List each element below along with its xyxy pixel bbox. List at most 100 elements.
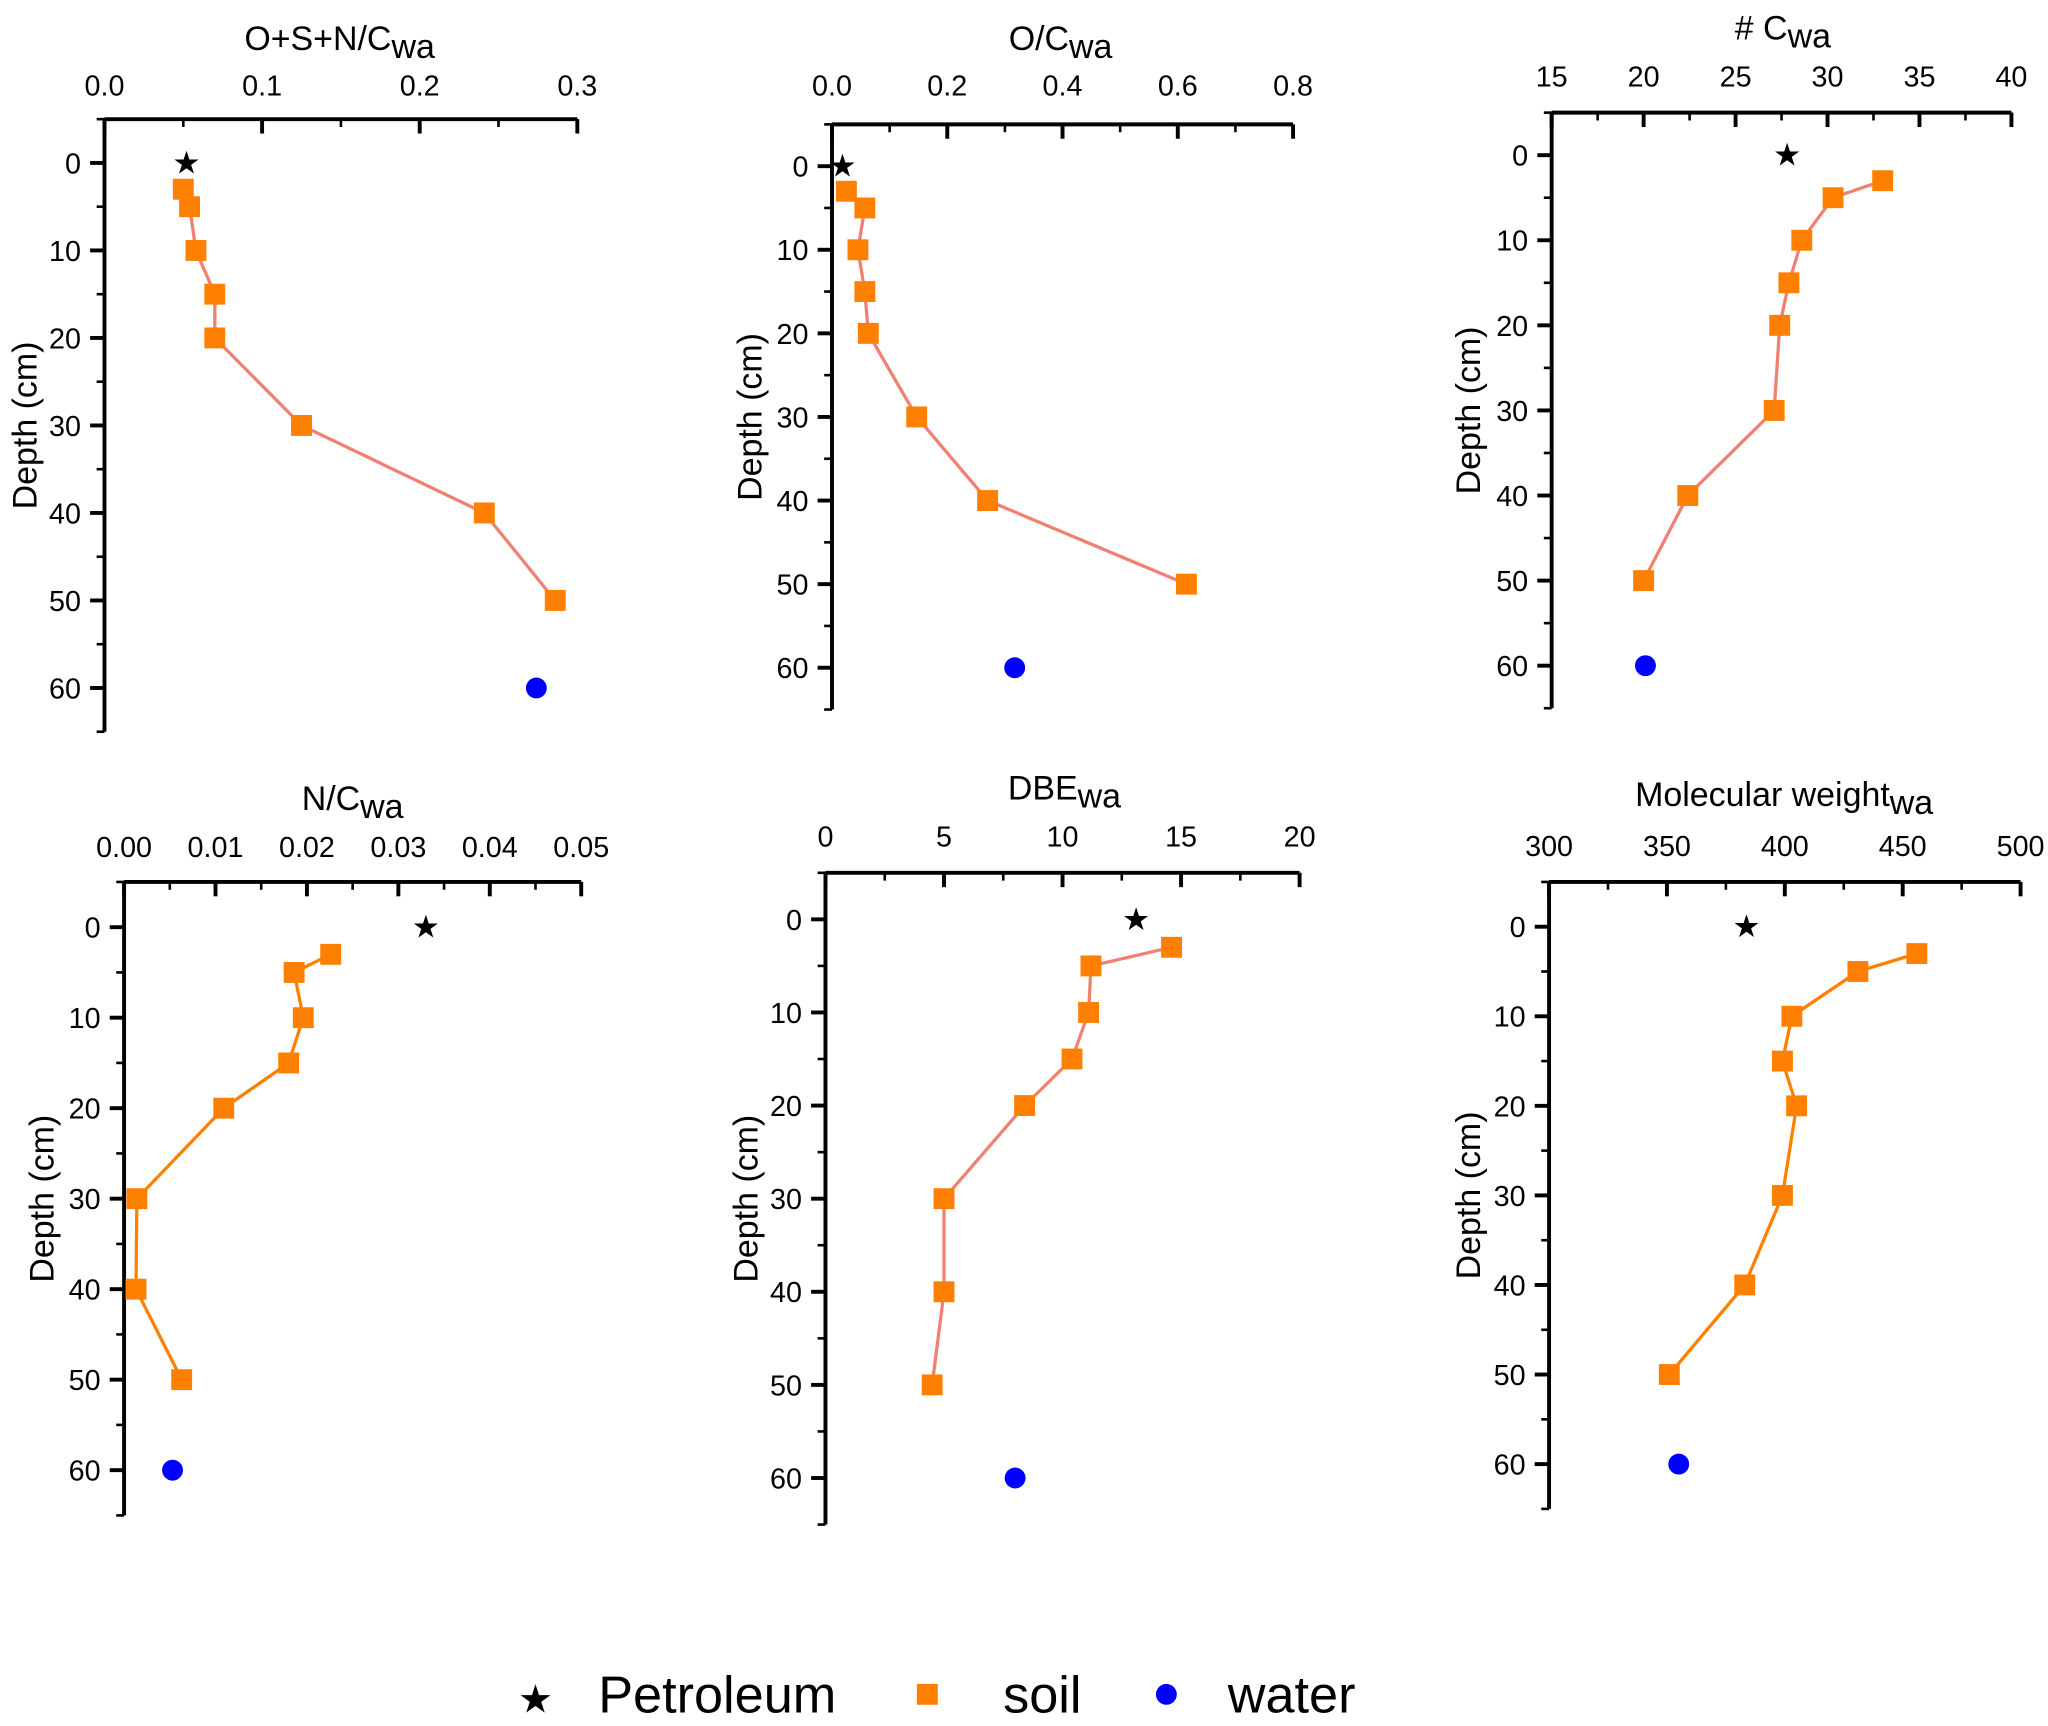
y-tick-label: 40 (69, 1275, 101, 1307)
legend: ★ Petroleum soil water (518, 1667, 1356, 1725)
x-tick-label: 400 (1761, 831, 1809, 863)
legend-label-soil: soil (1003, 1667, 1081, 1725)
petroleum-point: ★ (828, 149, 856, 184)
x-tick-label: 25 (1720, 62, 1752, 94)
soil-series-line (845, 190, 1188, 586)
x-tick-label: 35 (1904, 62, 1936, 94)
soil-point (1847, 961, 1869, 982)
soil-point (1781, 1005, 1803, 1027)
x-tick-label: 15 (1536, 62, 1568, 94)
soil-point (125, 1278, 147, 1300)
y-tick-label: 50 (49, 586, 81, 618)
petroleum-point: ★ (412, 910, 440, 945)
soil-point (1161, 936, 1183, 958)
y-tick-label: 30 (49, 411, 81, 443)
y-tick-label: 40 (1496, 481, 1528, 513)
x-tick-label: 0.2 (400, 71, 440, 103)
soil-point (283, 961, 305, 983)
soil-point (1791, 229, 1813, 251)
soil-point (171, 1369, 193, 1391)
y-tick-label: 30 (1494, 1181, 1526, 1213)
soil-point (1772, 1050, 1793, 1072)
panel-title: DBEwa (1008, 770, 1121, 816)
x-tick-label: 350 (1643, 831, 1691, 863)
x-tick-label: 0.4 (1043, 71, 1083, 103)
y-tick-label: 60 (69, 1456, 101, 1488)
soil-point (544, 590, 566, 611)
soil-point (1658, 1364, 1680, 1385)
y-tick-label: 50 (777, 570, 809, 602)
x-tick-label: 0.03 (370, 832, 426, 864)
x-tick-label: 500 (1997, 831, 2045, 863)
x-tick-label: 0.05 (553, 832, 609, 864)
y-tick-label: 10 (69, 1003, 101, 1035)
y-tick-label: 0 (793, 152, 809, 184)
panel-title: N/Cwa (302, 780, 404, 826)
x-tick-label: 20 (1284, 822, 1316, 854)
y-tick-label: 20 (69, 1094, 101, 1126)
water-point (1004, 1467, 1026, 1489)
x-tick-label: 0.0 (85, 71, 125, 103)
panel-4: N/Cwa 0.00 0.01 0.02 0.03 0.04 0.05 0 10 20 30 40 50… (24, 780, 609, 1517)
y-tick-label: 0 (786, 905, 802, 937)
x-tick-label: 0.0 (812, 71, 852, 103)
panel-title: O/Cwa (1009, 20, 1113, 66)
soil-series-line (1642, 179, 1884, 582)
soil-series-line (181, 188, 557, 602)
y-tick-label: 10 (1496, 226, 1528, 258)
soil-point (320, 943, 342, 965)
panel-5: DBEwa 0 5 10 15 20 0 10 20 30 40 50 60 Depth (cm) ★ (728, 770, 1316, 1526)
y-tick-label: 50 (770, 1370, 802, 1402)
soil-point (1061, 1048, 1083, 1070)
legend-square-icon (916, 1683, 938, 1705)
soil-point (854, 281, 876, 303)
x-tick-label: 300 (1525, 831, 1573, 863)
y-axis-label: Depth (cm) (7, 342, 45, 510)
water-point (162, 1459, 183, 1481)
soil-point (1872, 170, 1894, 192)
y-tick-label: 60 (49, 673, 81, 705)
x-tick-label: 450 (1879, 831, 1927, 863)
x-tick-label: 20 (1628, 62, 1660, 94)
soil-point (1822, 187, 1844, 209)
y-tick-label: 50 (1496, 566, 1528, 598)
x-tick-label: 0.00 (96, 832, 152, 864)
soil-point (179, 196, 201, 218)
petroleum-point: ★ (1122, 902, 1150, 937)
x-tick-label: 0.8 (1273, 71, 1313, 103)
panel-3: # Cwa 15 20 25 30 35 40 0 10 20 30 40 50 60 Depth (cm)… (1450, 9, 2027, 710)
y-tick-label: 30 (770, 1184, 802, 1216)
y-tick-label: 0 (65, 148, 81, 180)
y-tick-label: 10 (1494, 1002, 1526, 1034)
soil-point (854, 197, 876, 219)
soil-point (278, 1052, 300, 1074)
y-axis-label: Depth (cm) (728, 1115, 766, 1283)
soil-point (1014, 1095, 1036, 1117)
y-tick-label: 10 (777, 235, 809, 267)
y-tick-label: 40 (777, 486, 809, 518)
y-tick-label: 20 (1496, 311, 1528, 343)
soil-point (213, 1097, 235, 1119)
y-tick-label: 0 (1512, 141, 1528, 173)
legend-label-water: water (1227, 1667, 1356, 1725)
x-tick-label: 0.01 (188, 832, 244, 864)
soil-point (1786, 1095, 1808, 1117)
petroleum-point: ★ (1773, 138, 1801, 173)
water-point (1635, 655, 1656, 677)
soil-point (1633, 570, 1655, 592)
soil-point (1677, 485, 1699, 506)
y-axis-label: Depth (cm) (731, 333, 769, 501)
water-point (1668, 1453, 1690, 1475)
y-tick-label: 0 (1510, 912, 1526, 944)
soil-series-line (1668, 952, 1918, 1376)
x-tick-label: 0.2 (927, 71, 967, 103)
y-tick-label: 50 (69, 1365, 101, 1397)
panel-6: Molecular weightwa 300 350 400 450 500 0 10 20 30… (1450, 776, 2045, 1511)
y-tick-label: 60 (1494, 1450, 1526, 1482)
soil-point (977, 490, 999, 511)
legend-star-icon: ★ (518, 1679, 553, 1722)
soil-point (857, 322, 879, 344)
x-tick-label: 15 (1165, 822, 1197, 854)
y-tick-label: 30 (69, 1184, 101, 1216)
x-tick-label: 0 (817, 822, 833, 854)
